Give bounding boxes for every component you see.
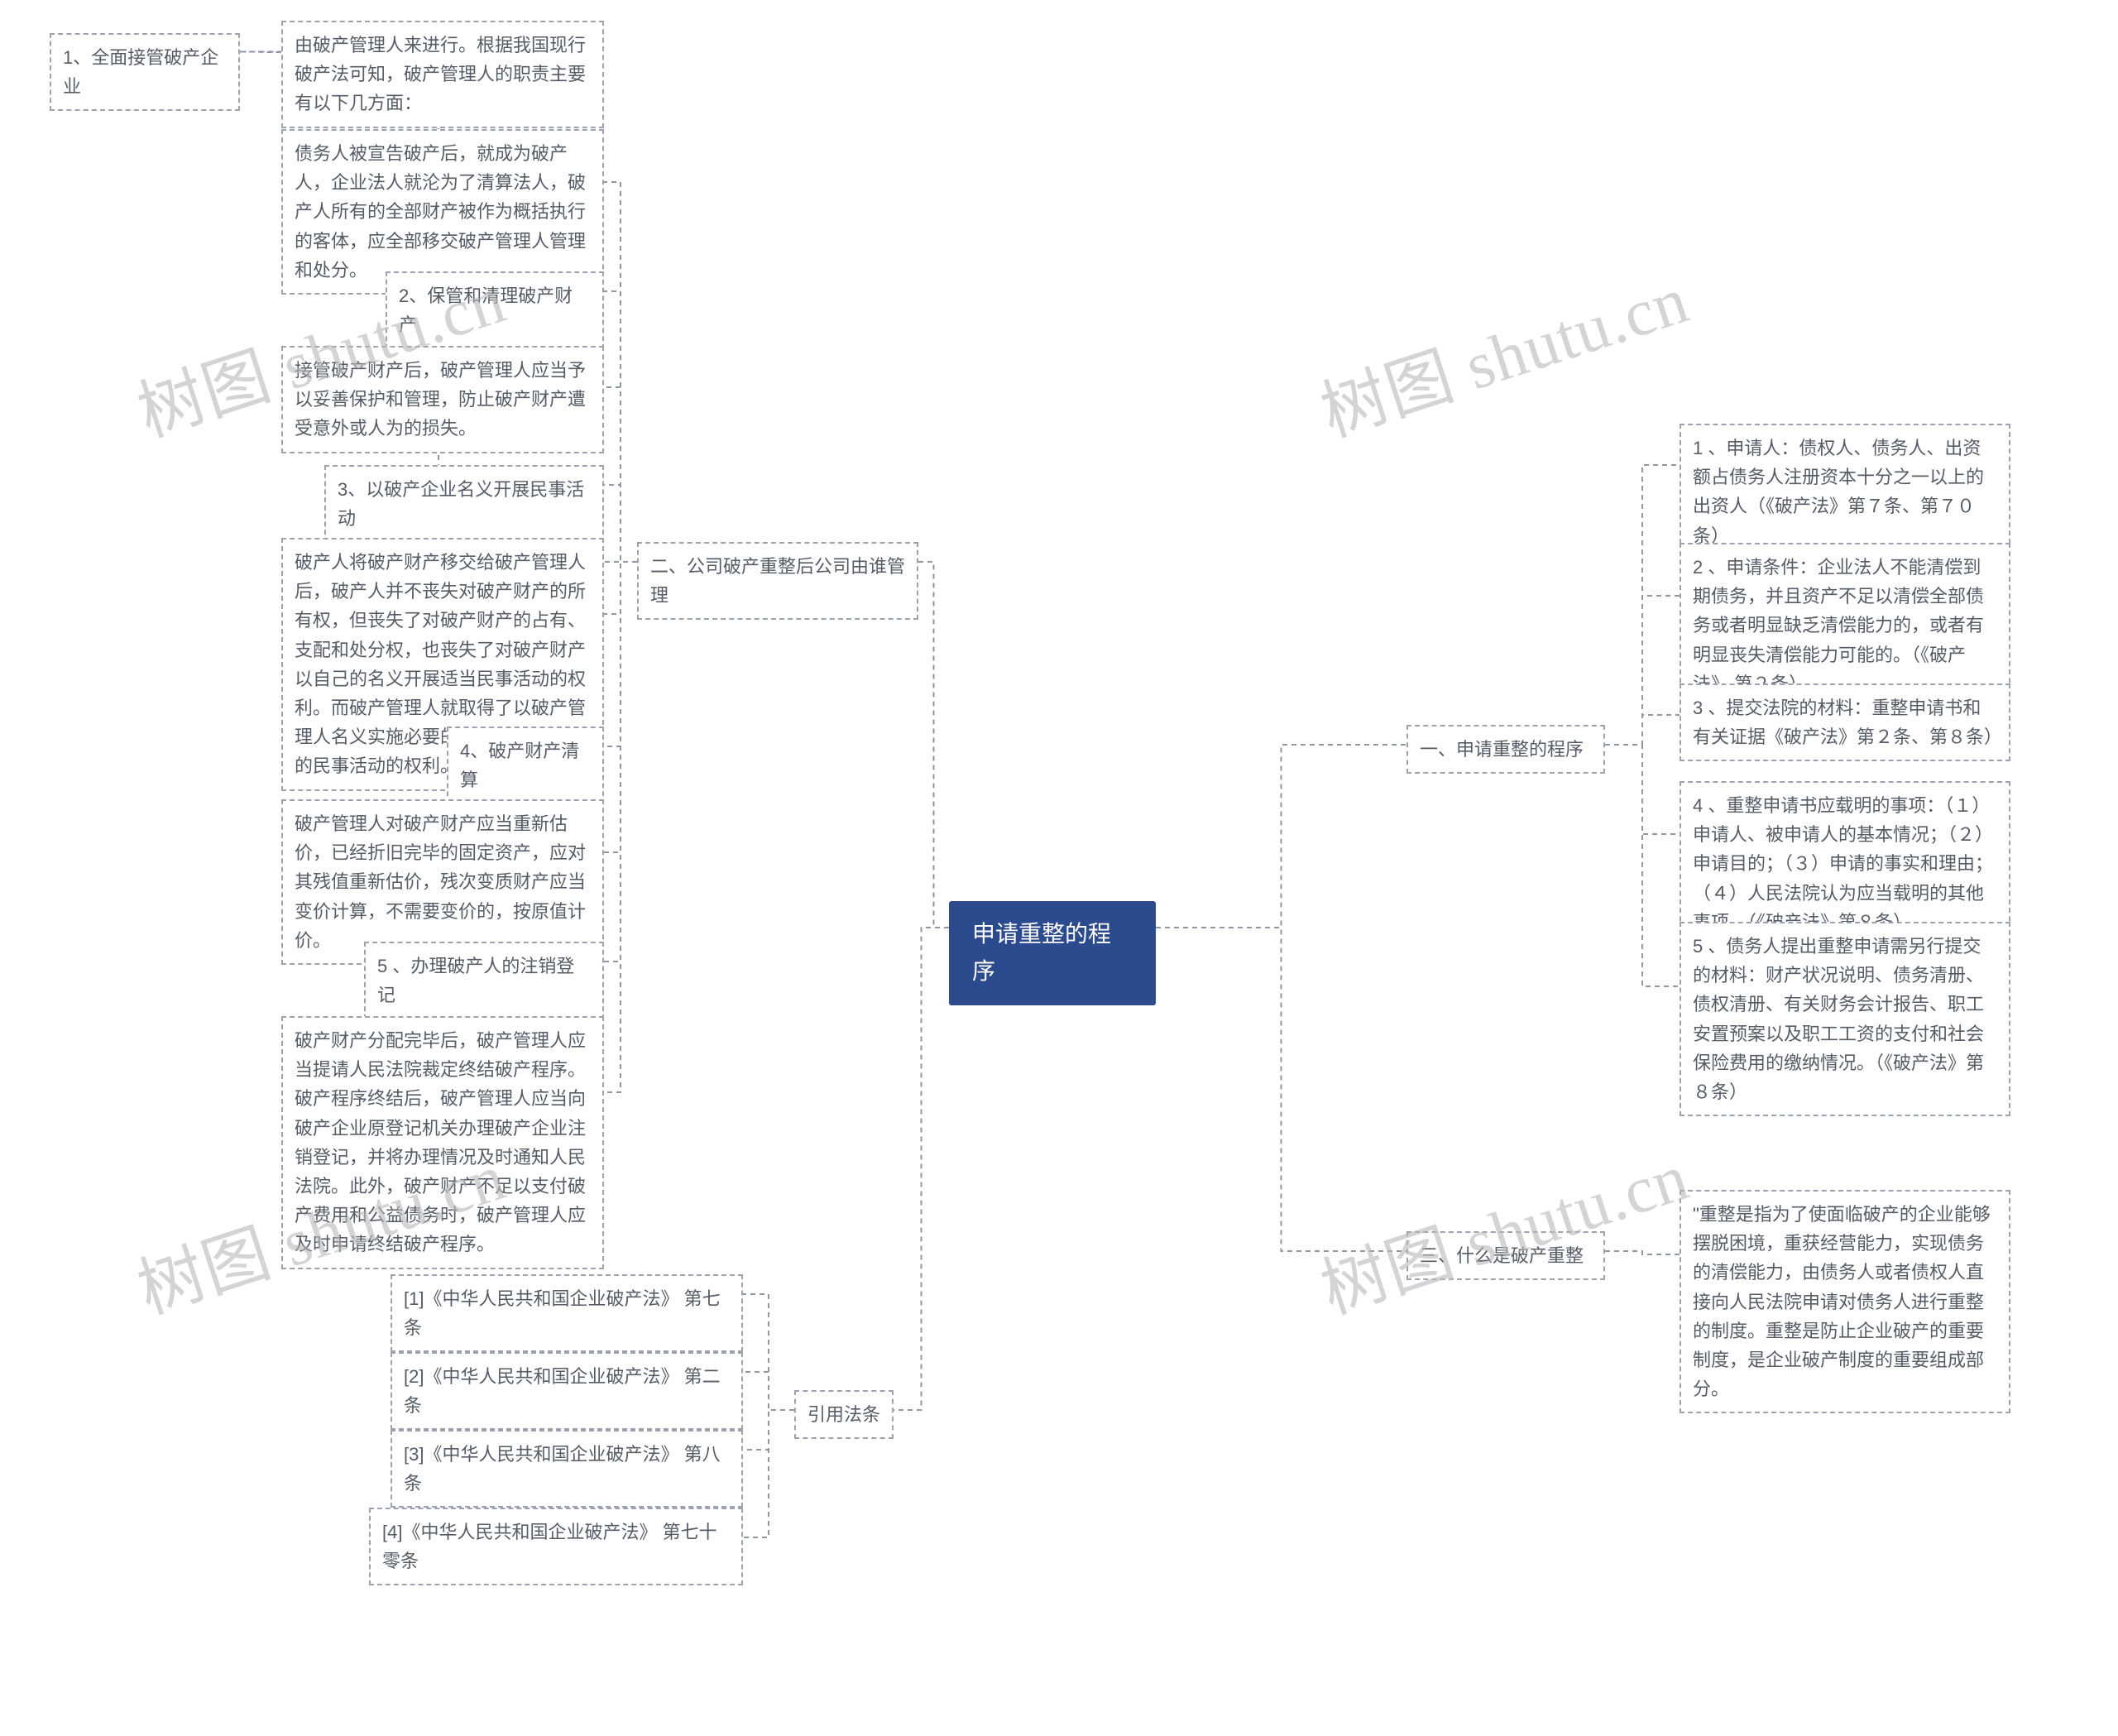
branch-1-child-1: 1 、申请人：债权人、债务人、出资额占债务人注册资本十分之一以上的出资人（《破产…	[1680, 424, 2010, 560]
branch-2-child-8: 5 、办理破产人的注销登记	[364, 942, 604, 1019]
branch-2-child-0-leaf: 由破产管理人来进行。根据我国现行破产法可知，破产管理人的职责主要有以下几方面：	[281, 21, 604, 128]
branch-4: 引用法条	[794, 1390, 894, 1439]
watermark-4: 树图 shutu.cn	[1307, 1124, 1699, 1332]
branch-1: 一、申请重整的程序	[1406, 725, 1605, 774]
branch-2-child-3: 接管破产财产后，破产管理人应当予以妥善保护和管理，防止破产财产遭受意外或人为的损…	[281, 346, 604, 453]
branch-2-child-7: 破产管理人对破产财产应当重新估价，已经折旧完毕的固定资产，应对其残值重新估价，残…	[281, 799, 604, 965]
branch-3: 三、什么是破产重整	[1406, 1231, 1605, 1280]
branch-4-child-2: [2]《中华人民共和国企业破产法》 第二条	[391, 1352, 743, 1430]
branch-4-child-4: [4]《中华人民共和国企业破产法》 第七十零条	[369, 1508, 743, 1585]
mindmap-root: 申请重整的程序	[949, 901, 1156, 1005]
branch-2-child-6: 4、破产财产清算	[447, 727, 604, 804]
branch-1-child-5: 5 、债务人提出重整申请需另行提交的材料：财产状况说明、债务清册、债权清册、有关…	[1680, 922, 2010, 1116]
branch-2-child-9: 破产财产分配完毕后，破产管理人应当提请人民法院裁定终结破产程序。破产程序终结后，…	[281, 1016, 604, 1269]
branch-1-child-3: 3 、提交法院的材料：重整申请书和有关证据《破产法》第２条、第８条）	[1680, 683, 2010, 761]
branch-2-child-1: 债务人被宣告破产后，就成为破产人，企业法人就沦为了清算法人，破产人所有的全部财产…	[281, 129, 604, 295]
branch-2-child-0: 1、全面接管破产企业	[50, 33, 240, 111]
branch-4-child-3: [3]《中华人民共和国企业破产法》 第八条	[391, 1430, 743, 1508]
branch-4-child-1: [1]《中华人民共和国企业破产法》 第七条	[391, 1274, 743, 1352]
branch-2-child-2: 2、保管和清理破产财产	[386, 271, 604, 349]
branch-3-child-1: "重整是指为了使面临破产的企业能够摆脱困境，重获经营能力，实现债务的清偿能力，由…	[1680, 1190, 2010, 1413]
watermark-2: 树图 shutu.cn	[1307, 247, 1699, 455]
branch-2: 二、公司破产重整后公司由谁管理	[637, 542, 918, 620]
branch-2-child-4: 3、以破产企业名义开展民事活动	[324, 465, 604, 543]
